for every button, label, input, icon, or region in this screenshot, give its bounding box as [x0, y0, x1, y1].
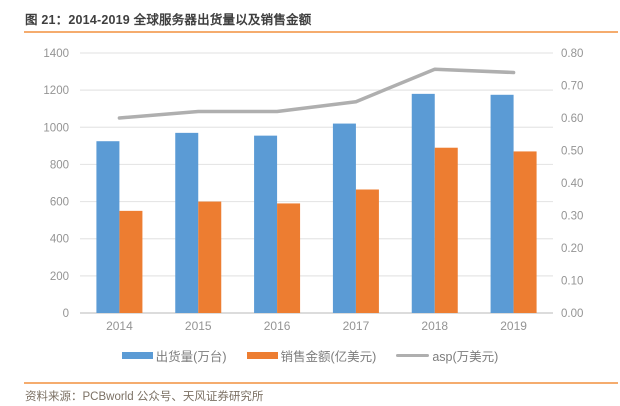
legend-item-asp: asp(万美元): [396, 346, 498, 365]
x-axis-category-label: 2017: [343, 319, 370, 333]
bar-shipments-2017: [332, 123, 356, 313]
x-axis-category-label: 2018: [421, 319, 448, 333]
bar-sales-2014: [119, 210, 143, 313]
bar-sales-2016: [277, 203, 301, 313]
left-axis-tick-label: 400: [50, 234, 69, 246]
source-note: 资料来源：PCBworld 公众号、天风证券研究所: [25, 391, 264, 403]
right-axis-tick-label: 0.10: [561, 276, 583, 288]
bar-sales-2019: [513, 151, 537, 313]
asp-line: [117, 67, 516, 120]
legend-line-swatch-asp: [396, 354, 430, 357]
left-axis-tick-label: 1200: [43, 85, 69, 97]
bar-shipments-2018: [411, 93, 435, 313]
right-axis-tick-label: 0.60: [561, 113, 583, 125]
x-axis-category-label: 2016: [264, 319, 291, 333]
legend-item-sales: 销售金额(亿美元): [246, 346, 377, 365]
bar-sales-2018: [434, 147, 458, 313]
legend-bar-swatch-shipments: [121, 352, 153, 359]
right-axis-tick-label: 0.00: [561, 308, 583, 320]
bar-shipments-2016: [254, 135, 278, 313]
chart-legend: 出货量(万台) 销售金额(亿美元) asp(万美元): [0, 346, 620, 365]
left-axis-tick-label: 600: [50, 197, 69, 209]
x-axis-category-label: 2015: [185, 319, 212, 333]
title-divider: [24, 31, 618, 33]
left-axis-tick-label: 1400: [43, 48, 69, 60]
left-axis-tick-label: 800: [50, 159, 69, 171]
right-axis-tick-label: 0.20: [561, 243, 583, 255]
legend-label-sales: 销售金额(亿美元): [280, 350, 377, 364]
figure-title: 图 21：2014-2019 全球服务器出货量以及销售金额: [25, 13, 312, 27]
bar-shipments-2014: [96, 141, 120, 313]
x-axis-category-label: 2014: [106, 319, 133, 333]
x-axis-category-label: 2019: [500, 319, 527, 333]
right-axis-tick-label: 0.70: [561, 81, 583, 93]
legend-label-shipments: 出货量(万台): [155, 350, 227, 364]
legend-item-shipments: 出货量(万台): [121, 346, 227, 365]
bar-sales-2015: [198, 201, 222, 313]
left-axis-tick-label: 0: [63, 308, 69, 320]
left-axis-tick-label: 200: [50, 271, 69, 283]
left-axis-tick-label: 1000: [43, 122, 69, 134]
right-axis-tick-label: 0.80: [561, 48, 583, 60]
right-axis-tick-label: 0.40: [561, 178, 583, 190]
right-axis-tick-label: 0.30: [561, 211, 583, 223]
bar-sales-2017: [355, 189, 379, 313]
bar-shipments-2015: [175, 132, 199, 313]
legend-bar-swatch-sales: [246, 352, 278, 359]
right-axis-tick-label: 0.50: [561, 146, 583, 158]
legend-label-asp: asp(万美元): [432, 350, 499, 364]
footer-divider: [24, 382, 618, 384]
bar-shipments-2019: [490, 94, 514, 314]
